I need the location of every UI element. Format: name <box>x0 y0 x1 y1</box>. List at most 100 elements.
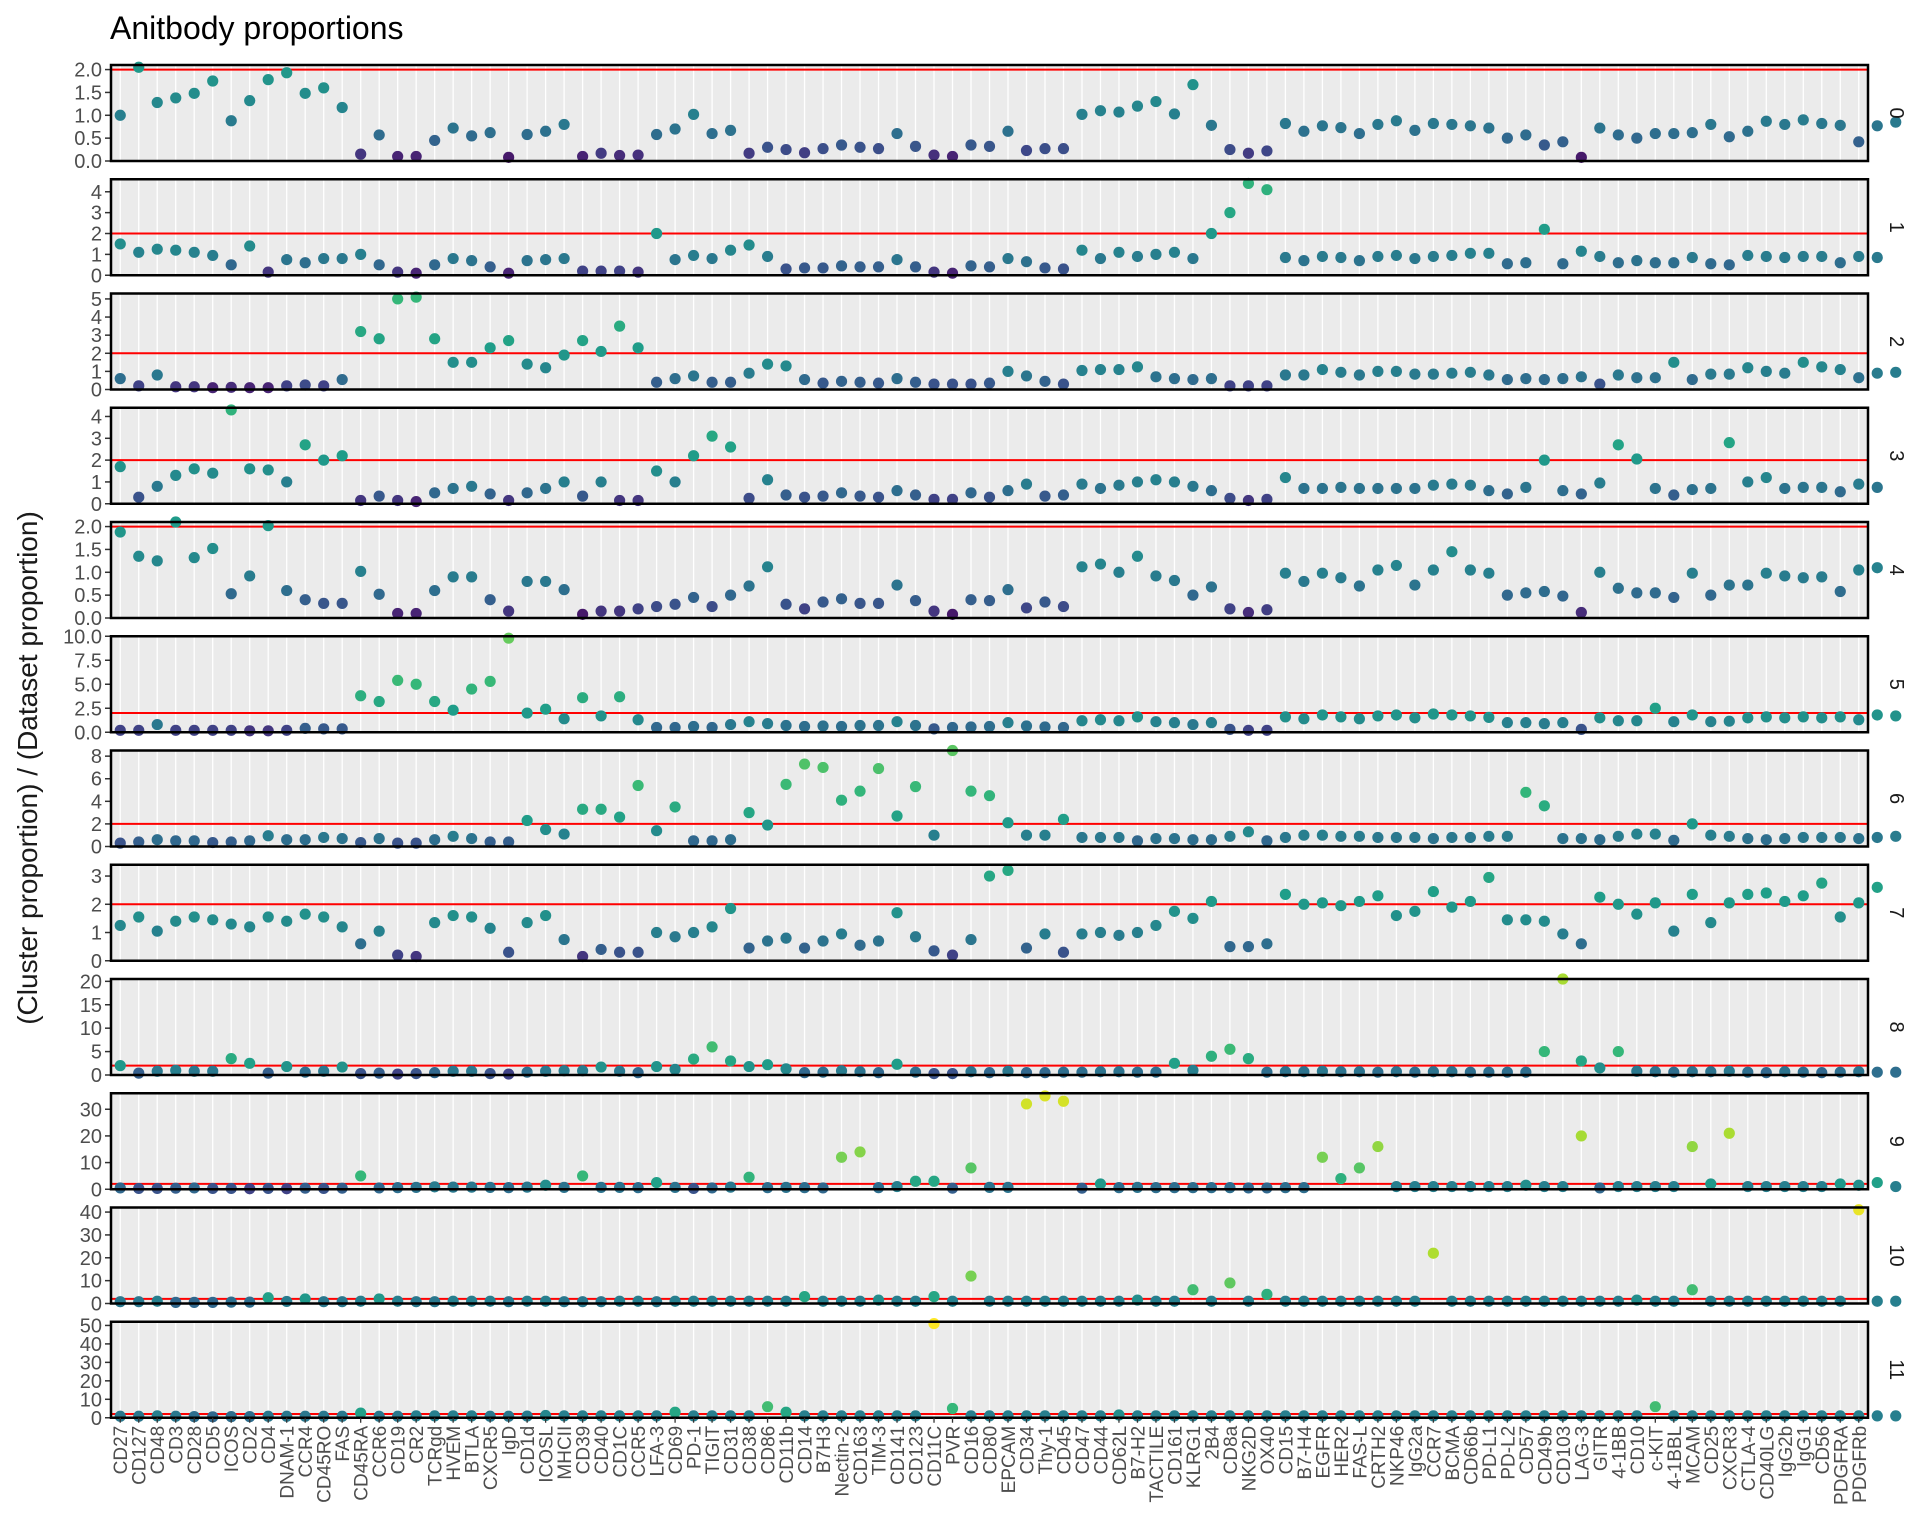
data-point-ICOSL <box>540 482 552 495</box>
data-point-CD39 <box>577 803 589 815</box>
data-point-CD56 <box>1816 361 1828 373</box>
data-point-IgD <box>503 836 515 848</box>
data-point-CD3 <box>170 244 182 256</box>
data-point-4-1BB <box>1612 830 1624 842</box>
data-point-BTLA <box>466 480 478 492</box>
data-point-PD-1 <box>687 926 700 939</box>
data-point-B7H3 <box>817 377 829 389</box>
panel-border <box>109 749 1870 848</box>
data-point-CD27 <box>114 526 126 538</box>
data-point-CD49b <box>1538 718 1550 730</box>
data-point-CD40LG <box>1760 115 1772 127</box>
data-point-CD3 <box>170 915 182 927</box>
x-tick-label-CD3: CD3 <box>167 1426 188 1464</box>
data-point-TACTILE <box>1150 248 1162 260</box>
data-point-CD45RO <box>318 252 330 265</box>
y-tick-label: 10 <box>80 1018 102 1040</box>
data-point-MHCII <box>558 1296 570 1308</box>
data-point-CD4 <box>262 830 274 842</box>
data-point-TACTILE <box>1150 1182 1162 1194</box>
x-tick-label-NKG2D: NKG2D <box>1239 1426 1260 1491</box>
y-tick-label: 6 <box>91 769 102 791</box>
data-point-CCR4 <box>299 1293 311 1305</box>
strip-label: 8 <box>1885 1021 1907 1032</box>
data-point-LAG-3 <box>1575 1055 1587 1067</box>
data-point-Nectin-2 <box>835 1151 848 1163</box>
data-point-CD66b <box>1464 479 1476 491</box>
x-tick-label-PD-L2: PD-L2 <box>1498 1426 1519 1480</box>
data-point-NKP46 <box>1390 249 1402 262</box>
y-tick-label: 0.5 <box>74 585 102 607</box>
data-point-CCR5 <box>632 149 644 161</box>
data-point-CD45 <box>1057 600 1070 613</box>
data-point-CD44 <box>1094 252 1107 265</box>
x-tick-label-OX40: OX40 <box>1258 1426 1279 1475</box>
data-point-CCR5 <box>632 342 644 354</box>
data-point-CCR7 <box>1427 564 1439 576</box>
data-point-PVR <box>946 1402 959 1415</box>
data-point-CD2 <box>244 725 256 737</box>
data-point-LAG-3 <box>1575 832 1587 845</box>
data-point-CD48 <box>151 925 163 937</box>
data-point-CD1d <box>521 575 533 588</box>
data-point-LFA-3 <box>650 1296 663 1308</box>
data-point-CXCR5 <box>484 1295 496 1307</box>
data-point-B7-H4 <box>1298 713 1310 725</box>
data-point-CD16 <box>965 139 977 151</box>
data-point-CXCR3 <box>1723 259 1735 271</box>
y-tick-label: 3 <box>91 325 102 347</box>
x-tick-label-CD34: CD34 <box>1017 1425 1038 1474</box>
data-point-CD45 <box>1057 721 1070 734</box>
data-point-LAG-3 <box>1575 371 1587 383</box>
x-tick-label-CCR5: CCR5 <box>629 1426 650 1478</box>
data-point-CRTH2 <box>1372 118 1384 131</box>
strip-label: 7 <box>1885 907 1907 918</box>
data-point-TIM-3 <box>872 762 885 775</box>
data-point-FAS <box>336 921 348 933</box>
data-point-CD10 <box>1631 908 1643 920</box>
data-point-CD80 <box>983 140 996 152</box>
data-point-FAS <box>336 1061 348 1073</box>
data-point-CD16 <box>965 1162 977 1174</box>
data-point-NKP46 <box>1390 1295 1402 1307</box>
data-point-4-1BBL <box>1668 834 1680 846</box>
data-point-Nectin-2 <box>835 1295 848 1307</box>
data-point-CD40 <box>595 147 607 159</box>
data-point-PD-1 <box>687 108 700 120</box>
data-point-CD34 <box>1020 1098 1033 1110</box>
y-tick-label: 20 <box>80 1248 102 1270</box>
data-point-KLRG1 <box>1187 1284 1199 1296</box>
data-point-2B4 <box>1205 581 1218 593</box>
data-point-CXCR5 <box>484 1181 496 1193</box>
data-point-CD49b <box>1538 800 1550 812</box>
y-tick-label: 0.0 <box>74 608 102 630</box>
data-point-IgG2b <box>1779 895 1791 908</box>
data-point-FAS-L <box>1353 1295 1365 1307</box>
x-tick-label-CD19: CD19 <box>389 1426 410 1475</box>
data-point-CD40 <box>595 710 607 722</box>
data-point-4-1BB <box>1612 369 1624 381</box>
data-point-CD48 <box>151 555 163 567</box>
data-point-CD15 <box>1279 831 1292 844</box>
data-point-BTLA <box>466 832 478 845</box>
data-point-CD14 <box>798 262 811 274</box>
data-point-CD38 <box>743 1295 755 1307</box>
x-tick-label-CD15: CD15 <box>1276 1426 1297 1475</box>
data-point-PVR <box>946 493 959 505</box>
data-point-CD8a <box>1224 603 1236 615</box>
data-point-TACTILE <box>1150 474 1162 486</box>
x-tick-label-CD44: CD44 <box>1091 1425 1112 1474</box>
strip-label: 1 <box>1885 222 1907 233</box>
data-point-CD2 <box>244 240 256 252</box>
x-tick-label-CD45RO: CD45RO <box>315 1426 336 1503</box>
data-point-HVEM <box>447 909 459 922</box>
y-tick-label: 1 <box>91 361 102 383</box>
data-point-CD161 <box>1168 373 1181 385</box>
data-point-B7H3 <box>817 1182 829 1194</box>
data-point-TCRgd <box>429 259 441 271</box>
data-point-CD86 <box>761 1182 774 1194</box>
y-tick-label: 0 <box>91 1408 102 1430</box>
data-point-CD45RA <box>355 148 367 160</box>
panel-border <box>109 977 1870 1077</box>
data-point-EGFR <box>1316 897 1329 909</box>
